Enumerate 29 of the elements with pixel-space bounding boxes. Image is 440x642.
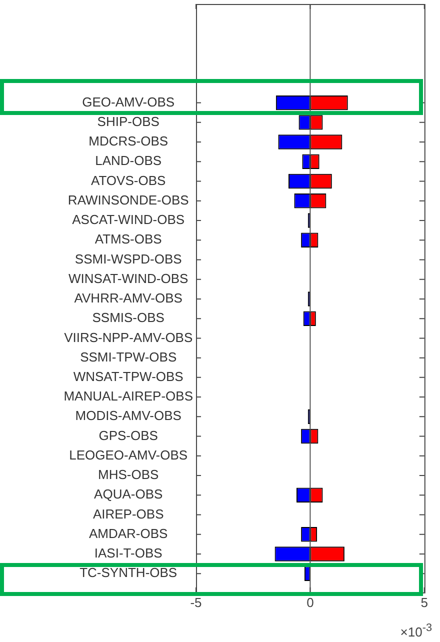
y-tick-label: GPS-OBS [98, 428, 158, 443]
y-tick-label: MDCRS-OBS [88, 134, 168, 149]
y-tick-label: MANUAL-AIREP-OBS [64, 388, 194, 404]
y-tick-label: MODIS-AMV-OBS [75, 408, 182, 424]
x-tick-label: 5 [420, 594, 428, 610]
y-tick-label: AMDAR-OBS [88, 526, 168, 541]
y-tick-label: WNSAT-TPW-OBS [73, 369, 184, 384]
y-tick-label: MHS-OBS [98, 467, 160, 482]
y-tick-label: RAWINSONDE-OBS [68, 192, 190, 208]
y-tick-label: GEO-AMV-OBS [82, 94, 175, 110]
y-tick-label: SHIP-OBS [97, 114, 160, 129]
y-tick-label: TC-SYNTH-OBS [80, 565, 178, 580]
y-tick-label: SSMI-WSPD-OBS [74, 251, 182, 266]
y-tick-label: ATOVS-OBS [91, 172, 166, 188]
x-tick-label: 0 [306, 594, 314, 610]
y-tick-label: AVHRR-AMV-OBS [74, 290, 183, 306]
y-tick-label: IASI-T-OBS [94, 546, 163, 561]
x-tick-label: -5 [190, 594, 202, 610]
y-tick-label: VIIRS-NPP-AMV-OBS [64, 330, 193, 345]
y-tick-label: AQUA-OBS [94, 486, 163, 502]
y-tick-label: SSMI-TPW-OBS [80, 349, 177, 364]
y-tick-label: WINSAT-WIND-OBS [68, 270, 188, 286]
y-tick-label: LAND-OBS [95, 153, 162, 168]
y-tick-label: SSMIS-OBS [92, 310, 165, 326]
y-tick-label: AIREP-OBS [92, 506, 164, 522]
y-tick-label: ASCAT-WIND-OBS [72, 212, 185, 228]
text: ×10$^{-3}$ [400, 622, 432, 640]
y-tick-label: ATMS-OBS [94, 232, 162, 247]
y-tick-label: LEOGEO-AMV-OBS [69, 447, 188, 462]
